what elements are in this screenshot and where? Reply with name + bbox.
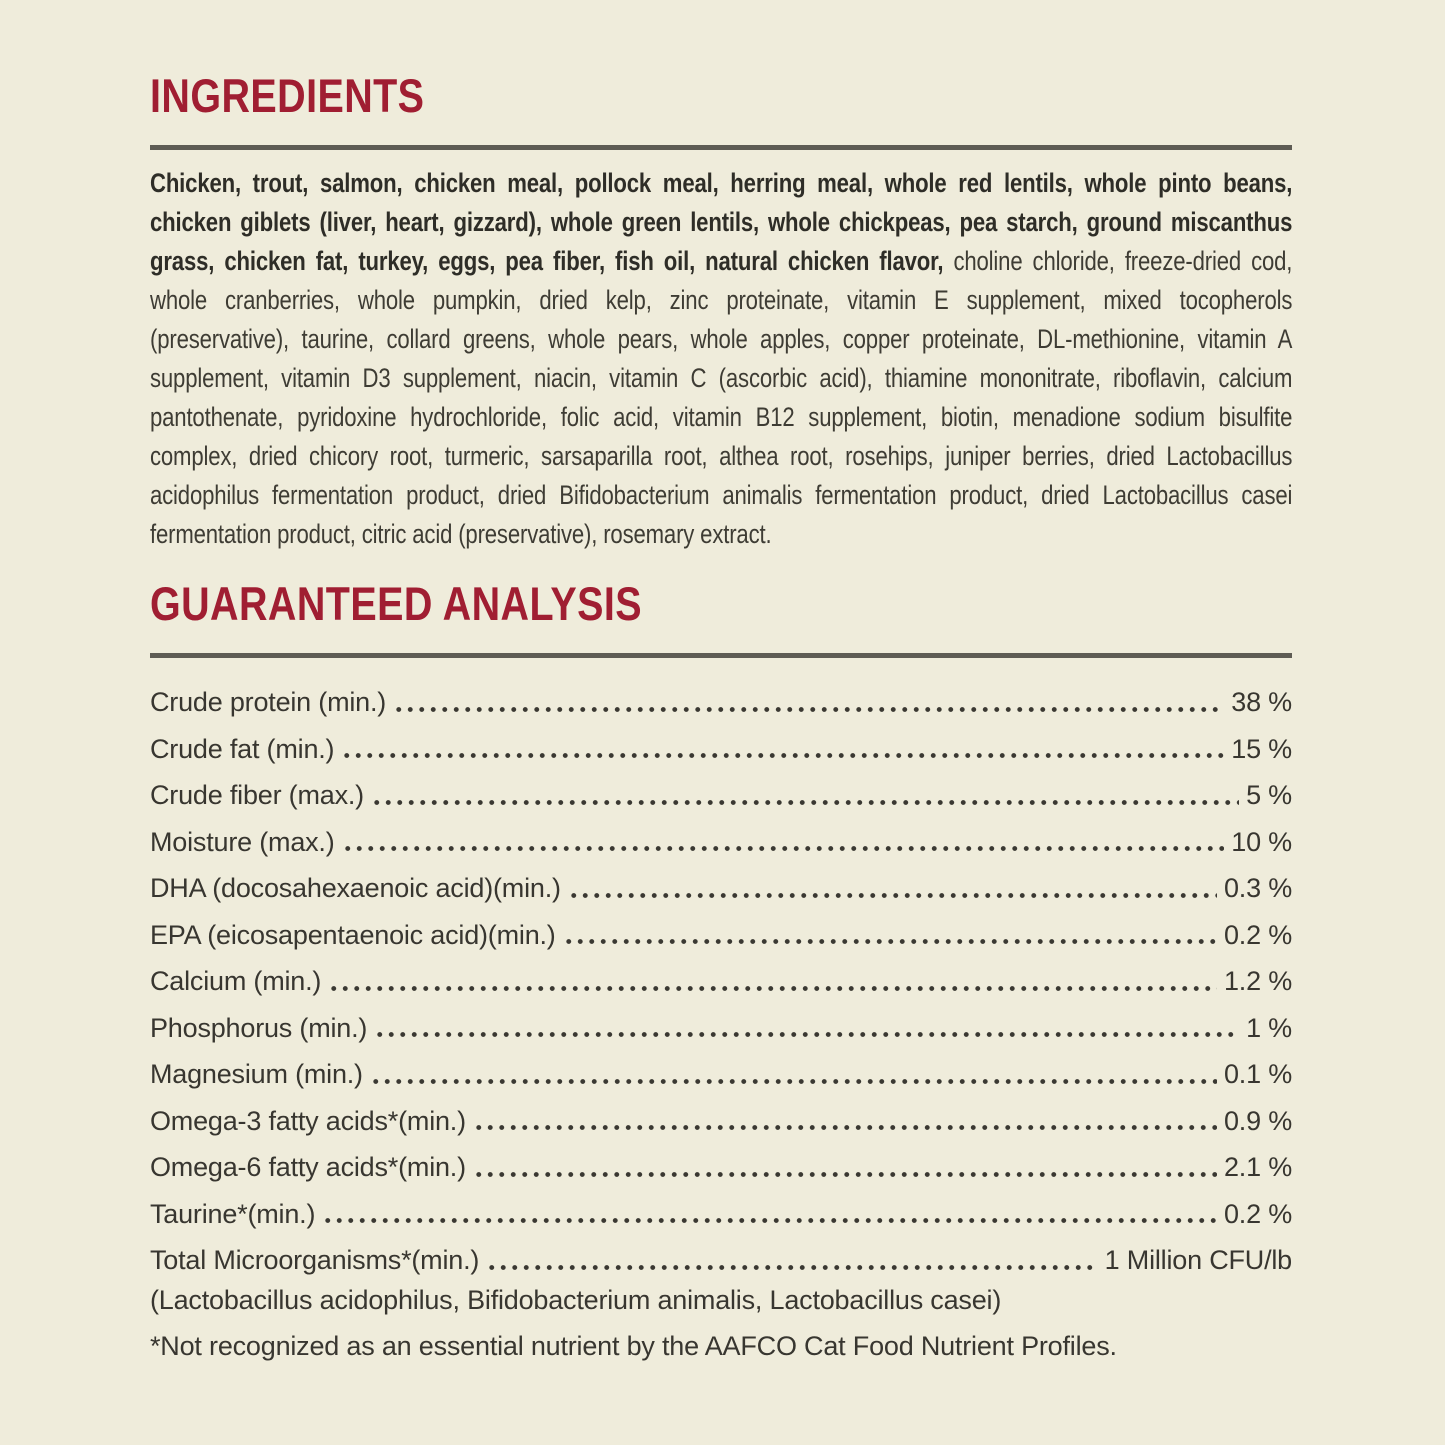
analysis-row-magnesium: Magnesium (min.) 0.1 % — [150, 1044, 1292, 1091]
analysis-value: 1.2 % — [1223, 966, 1292, 997]
guaranteed-analysis-section: GUARANTEED ANALYSIS Crude protein (min.)… — [150, 580, 1292, 1370]
analysis-label: Total Microorganisms*(min.) — [150, 1245, 480, 1276]
analysis-label: EPA (eicosapentaenoic acid)(min.) — [150, 919, 556, 950]
microorganisms-detail: (Lactobacillus acidophilus, Bifidobacter… — [150, 1284, 1002, 1315]
analysis-row-phosphorus: Phosphorus (min.) 1 % — [150, 998, 1292, 1045]
guaranteed-analysis-divider — [150, 653, 1292, 658]
dot-leader — [341, 846, 1225, 851]
analysis-row-omega6: Omega-6 fatty acids*(min.) 2.1 % — [150, 1137, 1292, 1184]
analysis-row-crude-protein: Crude protein (min.) 38 % — [150, 672, 1292, 719]
analysis-label: Phosphorus (min.) — [150, 1012, 368, 1043]
analysis-row-calcium: Calcium (min.) 1.2 % — [150, 951, 1292, 998]
analysis-value: 0.2 % — [1223, 1198, 1292, 1229]
dot-leader — [341, 753, 1225, 758]
analysis-label: Omega-6 fatty acids*(min.) — [150, 1152, 466, 1183]
analysis-value: 10 % — [1231, 826, 1292, 857]
analysis-row-dha: DHA (docosahexaenoic acid)(min.) 0.3 % — [150, 858, 1292, 905]
analysis-value: 0.9 % — [1223, 1105, 1292, 1136]
analysis-row-taurine: Taurine*(min.) 0.2 % — [150, 1184, 1292, 1231]
analysis-row-omega3: Omega-3 fatty acids*(min.) 0.9 % — [150, 1091, 1292, 1138]
analysis-label: Calcium (min.) — [150, 966, 322, 997]
analysis-label: Crude fat (min.) — [150, 733, 335, 764]
analysis-row-crude-fat: Crude fat (min.) 15 % — [150, 719, 1292, 766]
ingredients-secondary-list: choline chloride, freeze-dried cod, whol… — [150, 246, 1293, 549]
analysis-label: Crude protein (min.) — [150, 687, 387, 718]
analysis-row-moisture: Moisture (max.) 10 % — [150, 812, 1292, 859]
ingredients-text: Chicken, trout, salmon, chicken meal, po… — [150, 164, 1292, 554]
dot-leader — [322, 1218, 1217, 1223]
ingredients-section: INGREDIENTS Chicken, trout, salmon, chic… — [150, 72, 1292, 554]
analysis-value: 38 % — [1231, 687, 1292, 718]
analysis-label: Moisture (max.) — [150, 826, 335, 857]
dot-leader — [370, 799, 1240, 805]
dot-leader — [562, 939, 1217, 944]
ingredients-divider — [150, 145, 1292, 150]
analysis-row-epa: EPA (eicosapentaenoic acid)(min.) 0.2 % — [150, 905, 1292, 952]
analysis-value: 1 Million CFU/lb — [1104, 1245, 1293, 1276]
dot-leader — [567, 892, 1217, 898]
dot-leader — [328, 985, 1217, 991]
analysis-label: Magnesium (min.) — [150, 1059, 363, 1090]
analysis-value: 1 % — [1246, 1012, 1292, 1043]
analysis-label: Omega-3 fatty acids*(min.) — [150, 1105, 466, 1136]
dot-leader — [374, 1032, 1240, 1037]
analysis-row-crude-fiber: Crude fiber (max.) 5 % — [150, 765, 1292, 812]
analysis-label: Crude fiber (max.) — [150, 780, 364, 811]
analysis-value: 0.1 % — [1223, 1059, 1292, 1090]
analysis-row-total-microorganisms: Total Microorganisms*(min.) 1 Million CF… — [150, 1230, 1292, 1277]
dot-leader — [393, 706, 1225, 712]
dot-leader — [472, 1125, 1217, 1130]
dot-leader — [486, 1264, 1098, 1270]
analysis-table: Crude protein (min.) 38 % Crude fat (min… — [150, 672, 1292, 1277]
analysis-label: Taurine*(min.) — [150, 1198, 316, 1229]
analysis-value: 15 % — [1231, 733, 1292, 764]
guaranteed-analysis-heading: GUARANTEED ANALYSIS — [150, 577, 643, 630]
dot-leader — [369, 1078, 1217, 1084]
analysis-value: 0.3 % — [1223, 873, 1292, 904]
ingredients-heading: INGREDIENTS — [150, 69, 425, 122]
aafco-footnote: *Not recognized as an essential nutrient… — [150, 1331, 1117, 1361]
ingredients-primary-list: Chicken, trout, salmon, chicken meal, po… — [150, 168, 1293, 276]
analysis-value: 2.1 % — [1223, 1152, 1292, 1183]
analysis-value: 5 % — [1246, 780, 1292, 811]
dot-leader — [472, 1171, 1217, 1177]
analysis-value: 0.2 % — [1223, 919, 1292, 950]
analysis-label: DHA (docosahexaenoic acid)(min.) — [150, 873, 561, 904]
